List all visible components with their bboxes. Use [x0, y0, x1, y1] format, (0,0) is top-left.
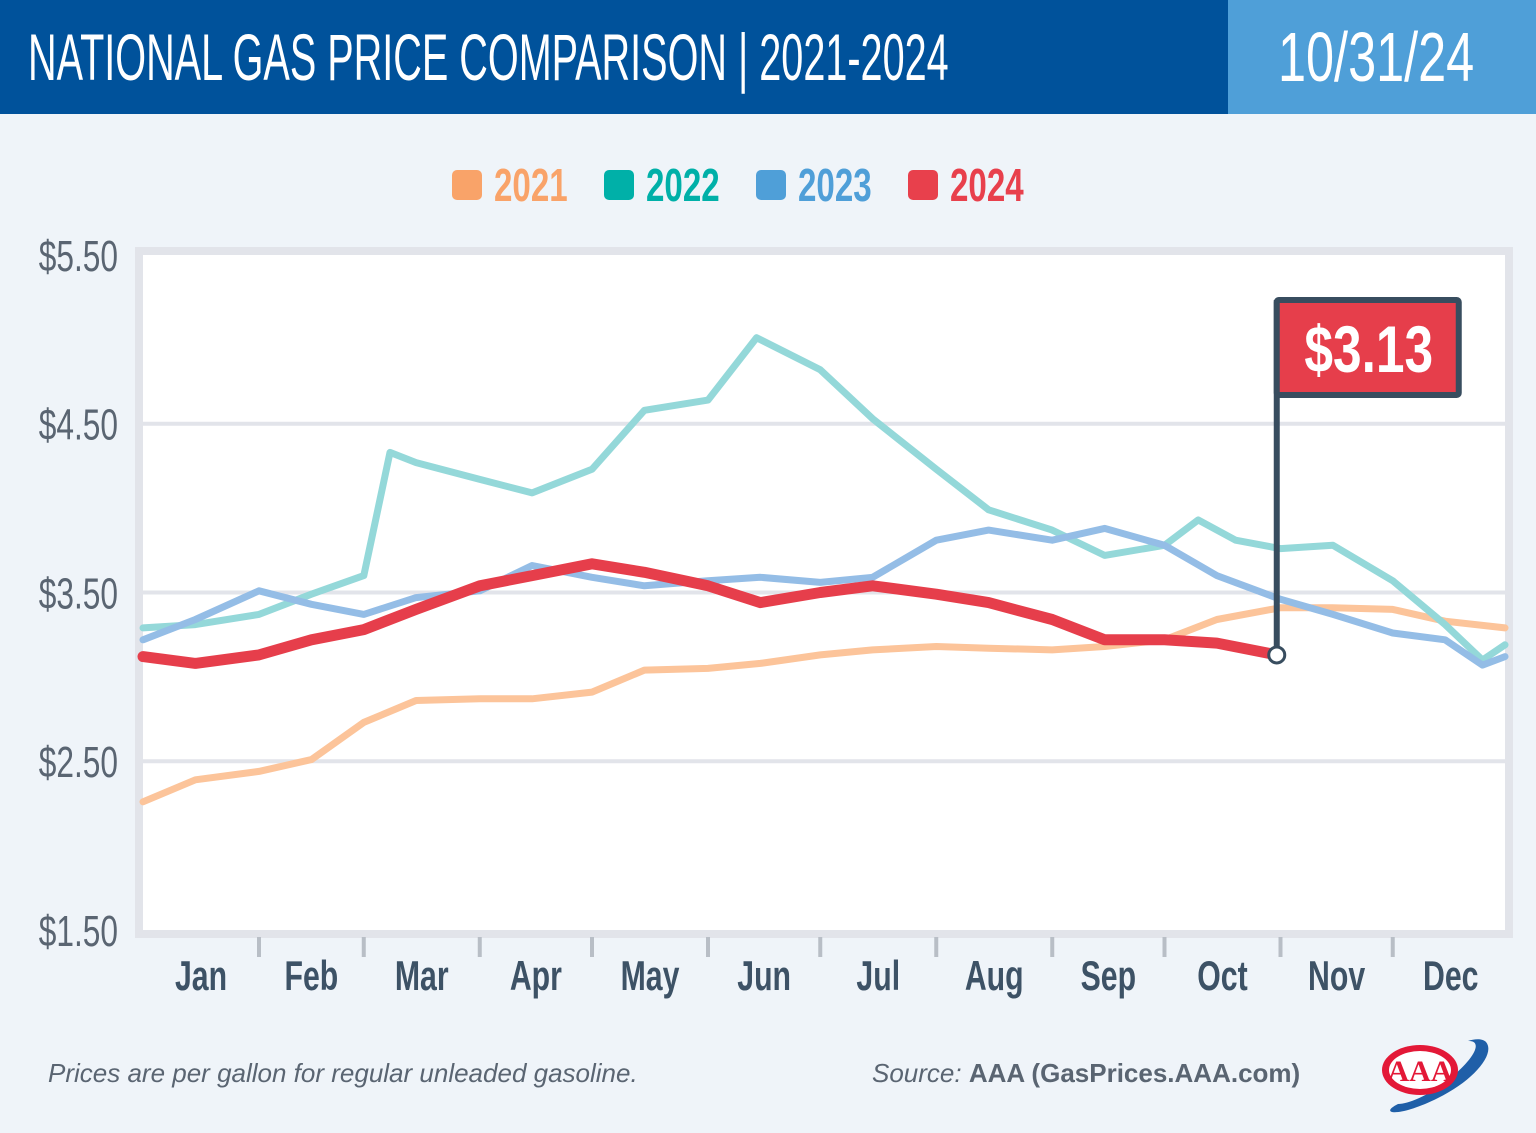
legend-item-2022: 2022 [604, 158, 756, 212]
legend-item-2021: 2021 [452, 158, 604, 212]
series-line-2021 [139, 604, 1509, 806]
source-note: Source: AAA (GasPrices.AAA.com) [872, 1058, 1301, 1088]
x-tick-label: Dec [1423, 952, 1478, 999]
legend-swatch [452, 170, 482, 200]
legend-swatch [604, 170, 634, 200]
series-line-2023 [139, 524, 1509, 669]
x-tick-label: Apr [510, 952, 562, 999]
x-tick-label: Oct [1197, 952, 1247, 999]
legend: 2021 2022 2023 2024 [452, 159, 1060, 211]
x-tick-label: Jul [856, 952, 900, 999]
legend-swatch [756, 170, 786, 200]
legend-label: 2022 [646, 159, 720, 211]
x-tick-label: Jun [737, 952, 791, 999]
legend-swatch [908, 170, 938, 200]
header-bar: NATIONAL GAS PRICE COMPARISON | 2021-202… [0, 0, 1228, 114]
y-tick-label: $4.50 [39, 401, 118, 450]
flag-annotation [1273, 297, 1462, 398]
legend-label: 2023 [798, 159, 872, 211]
header-date-box: 10/31/24 [1228, 0, 1536, 114]
footnote: Prices are per gallon for regular unlead… [48, 1058, 638, 1088]
x-tick-label: Feb [285, 952, 339, 999]
legend-label: 2024 [950, 159, 1024, 211]
y-tick-label: $5.50 [39, 232, 118, 281]
series-line-2024 [137, 558, 1283, 669]
source-name: AAA (GasPrices.AAA.com) [968, 1058, 1301, 1088]
series-line-2022 [139, 334, 1509, 664]
x-tick-label: Sep [1081, 952, 1136, 999]
aaa-logo: AAA [1382, 1039, 1489, 1113]
svg-text:AAA: AAA [1388, 1055, 1453, 1088]
legend-label: 2021 [494, 159, 568, 211]
x-tick-label: Aug [965, 952, 1024, 999]
y-tick-label: $2.50 [39, 738, 118, 787]
y-tick-label: $3.50 [39, 569, 118, 618]
date-label: 10/31/24 [1278, 18, 1475, 96]
x-tick-label: Nov [1308, 952, 1366, 999]
legend-item-2024: 2024 [908, 158, 1060, 212]
y-tick-label: $1.50 [39, 907, 118, 956]
current-point-marker [1267, 645, 1287, 665]
x-tick-label: May [621, 952, 680, 999]
chart-title: NATIONAL GAS PRICE COMPARISON | 2021-202… [28, 20, 949, 94]
legend-item-2023: 2023 [756, 158, 908, 212]
x-tick-label: Mar [395, 952, 449, 999]
flag-label: $3.13 [1304, 312, 1433, 387]
x-tick-label: Jan [175, 952, 227, 999]
